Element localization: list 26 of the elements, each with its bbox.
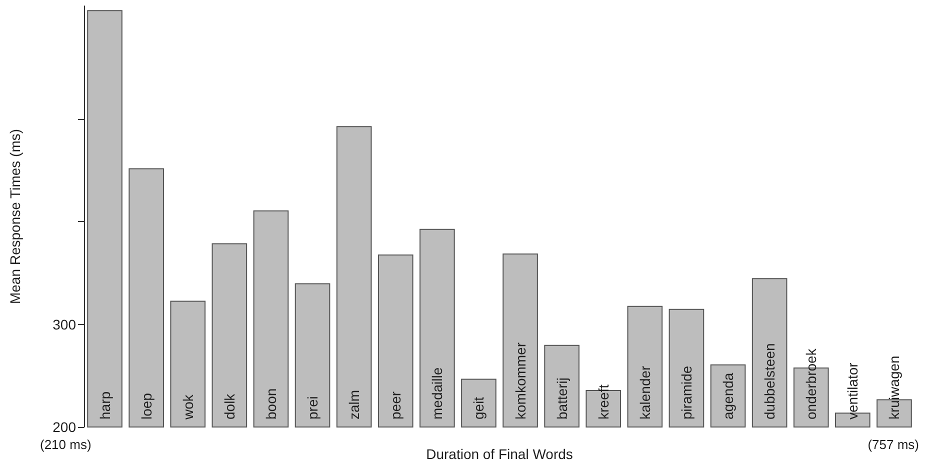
text: (757 ms) [868,437,920,452]
x-axis-title: Duration of Final Words [426,446,573,462]
x-tick-label: dolk [221,392,238,420]
x-tick-label: kalender [636,365,653,420]
x-tick-label: prei [304,396,321,420]
x-tick-label: agenda [720,372,736,420]
text: (210 ms) [40,437,92,452]
x-tick-label: wok [180,394,196,420]
x-tick-label: zalm [346,390,362,420]
x-tick-label: medaille [429,367,446,420]
x-tick-label: ventilator [844,362,861,420]
x-tick-label: komkommer [512,342,528,420]
y-tick-label: 200 [52,419,76,435]
x-tick-label: kreeft [595,384,612,420]
x-tick-label: batterij [554,377,570,420]
x-tick-label: boon [262,388,279,420]
x-tick-label: dubbelsteen [762,343,778,420]
x-tick-label: geit [470,396,487,420]
y-axis-title: Mean Response Times (ms) [7,128,23,304]
x-tick-label: kruiwagen [886,356,902,420]
x-tick-label: onderbroek [803,348,820,420]
x-tick-label: loep [138,392,154,420]
y-tick-label: 300 [52,316,76,332]
x-tick-label: peer [388,391,404,420]
x-tick-label: piramide [678,366,694,420]
x-tick-label: harp [96,391,113,420]
